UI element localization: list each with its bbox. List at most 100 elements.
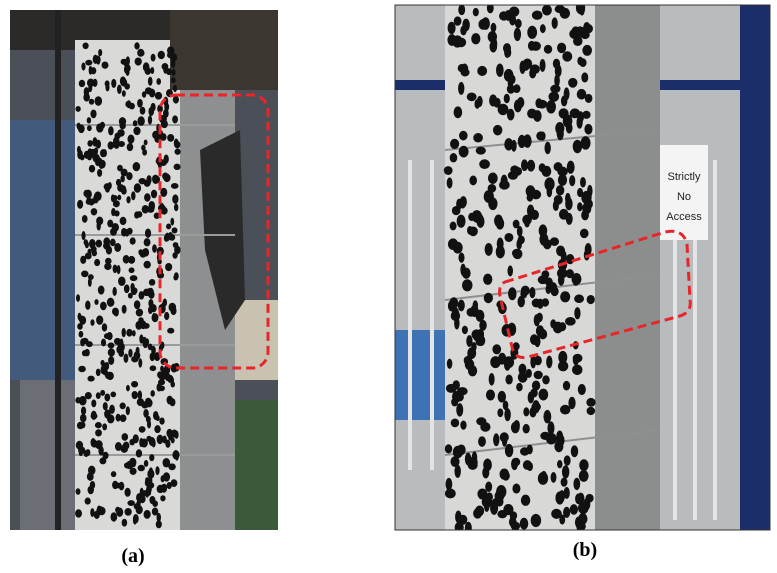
speckle: [103, 242, 110, 250]
speckle: [137, 99, 143, 108]
speckle: [585, 199, 593, 209]
speckle: [90, 319, 94, 326]
speckle: [122, 519, 128, 527]
speckle: [555, 5, 566, 13]
speckle: [173, 274, 178, 280]
speckle: [565, 197, 572, 210]
speckle: [163, 66, 168, 74]
speckle: [87, 117, 91, 123]
speckle: [121, 188, 127, 195]
speckle: [111, 194, 115, 202]
speckle: [103, 402, 108, 410]
speckle: [167, 396, 173, 405]
speckle: [513, 249, 523, 259]
speckle: [484, 501, 489, 512]
speckle: [457, 444, 466, 455]
speckle: [477, 96, 483, 107]
panel-label: (b): [573, 539, 597, 561]
speckle: [562, 465, 569, 478]
speckle: [462, 268, 471, 279]
speckle: [469, 176, 477, 186]
speckle: [563, 381, 570, 391]
sign-text: Access: [666, 211, 702, 223]
speckle: [88, 274, 94, 280]
speckle: [166, 224, 171, 230]
speckle: [581, 210, 589, 220]
speckle: [100, 360, 104, 366]
speckle: [90, 109, 96, 118]
speckle: [128, 293, 133, 299]
speckle: [152, 175, 159, 184]
speckle: [115, 507, 120, 513]
speckle: [123, 442, 130, 450]
speckle: [151, 54, 156, 62]
speckle: [104, 333, 110, 339]
speckle: [476, 417, 486, 425]
speckle: [504, 94, 510, 104]
speckle: [167, 134, 174, 142]
speckle: [454, 16, 462, 25]
speckle: [108, 126, 114, 135]
speckle: [82, 231, 86, 240]
speckle: [557, 460, 563, 468]
speckle: [508, 171, 518, 180]
speckle: [558, 361, 568, 372]
speckle: [125, 508, 132, 516]
speckle: [475, 506, 484, 517]
speckle: [117, 129, 124, 137]
speckle: [96, 217, 103, 225]
speckle: [553, 200, 559, 211]
speckle: [540, 24, 546, 33]
speckle: [164, 312, 168, 319]
speckle: [82, 42, 88, 49]
speckle: [561, 477, 568, 486]
speckle: [546, 100, 556, 113]
speckle: [167, 328, 174, 334]
speckle: [117, 195, 121, 201]
speckle: [108, 356, 114, 365]
speckle: [457, 215, 466, 228]
speckle: [172, 194, 178, 204]
speckle: [531, 190, 541, 200]
speckle: [105, 373, 112, 379]
speckle: [157, 371, 163, 378]
speckle: [108, 141, 114, 149]
speckle: [171, 437, 175, 443]
speckle: [172, 227, 178, 233]
speckle: [146, 175, 151, 184]
speckle: [120, 403, 126, 410]
speckle: [151, 346, 156, 355]
speckle: [580, 229, 589, 238]
speckle: [144, 510, 151, 519]
speckle: [96, 123, 104, 132]
speckle: [118, 141, 125, 147]
speckle: [545, 277, 553, 286]
speckle: [539, 163, 546, 172]
speckle: [124, 284, 130, 293]
speckle: [135, 57, 142, 65]
speckle: [509, 14, 516, 26]
speckle: [165, 263, 172, 271]
speckle: [532, 400, 540, 413]
speckle: [516, 383, 523, 392]
speckle: [149, 454, 154, 461]
speckle: [139, 426, 146, 433]
speckle: [144, 238, 151, 246]
speckle: [582, 111, 590, 119]
speckle: [458, 300, 465, 312]
speckle: [579, 58, 586, 67]
speckle: [75, 106, 80, 112]
speckle: [156, 415, 160, 421]
speckle: [576, 26, 583, 37]
speckle: [84, 87, 89, 96]
speckle: [568, 78, 577, 88]
speckle: [454, 106, 463, 118]
speckle: [96, 369, 101, 377]
speckle: [136, 211, 142, 217]
speckle: [575, 493, 582, 504]
speckle: [557, 43, 566, 54]
sign-text: Strictly: [668, 171, 702, 183]
speckle: [497, 65, 503, 74]
speckle: [114, 243, 121, 252]
speckle: [488, 197, 497, 210]
